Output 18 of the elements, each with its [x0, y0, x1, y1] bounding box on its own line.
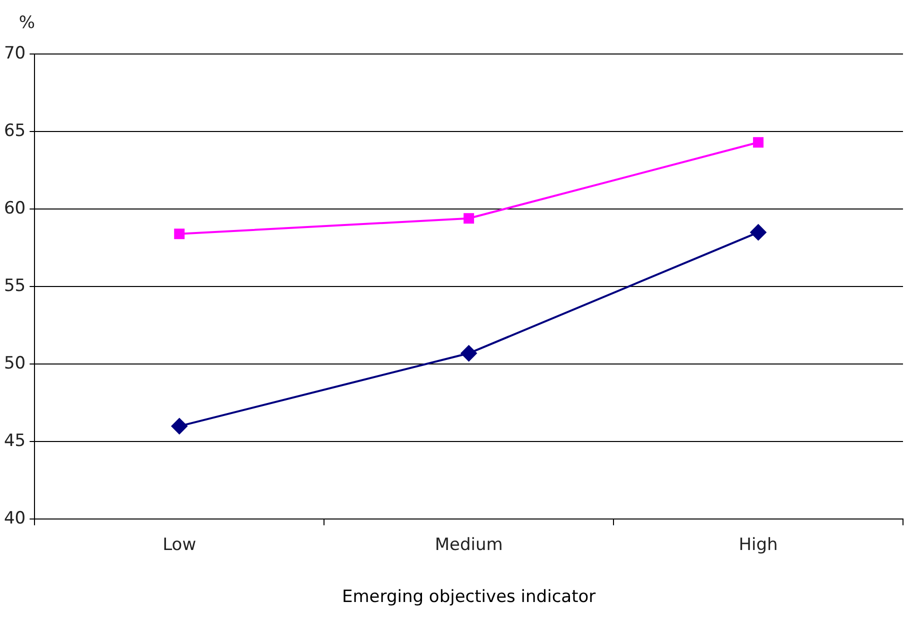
y-tick-label: 50 — [4, 354, 26, 374]
x-tick-label: High — [738, 534, 778, 555]
y-tick-label: 60 — [4, 198, 26, 218]
y-tick-label: 55 — [4, 276, 26, 296]
point — [750, 224, 766, 240]
point — [174, 228, 185, 240]
x-tick-label: Low — [162, 534, 196, 555]
y-tick-label: 70 — [4, 43, 26, 64]
y-axis-title: % — [18, 12, 36, 33]
y-tick-label: 65 — [4, 120, 26, 141]
point — [464, 213, 474, 224]
x-tick-label: Medium — [434, 534, 503, 555]
point — [753, 137, 764, 148]
y-tick-label: 45 — [4, 431, 26, 452]
point — [460, 345, 477, 362]
y-tick-label: 40 — [4, 508, 26, 529]
point — [171, 418, 188, 434]
x-axis-title: Emerging objectives indicator — [342, 587, 596, 608]
